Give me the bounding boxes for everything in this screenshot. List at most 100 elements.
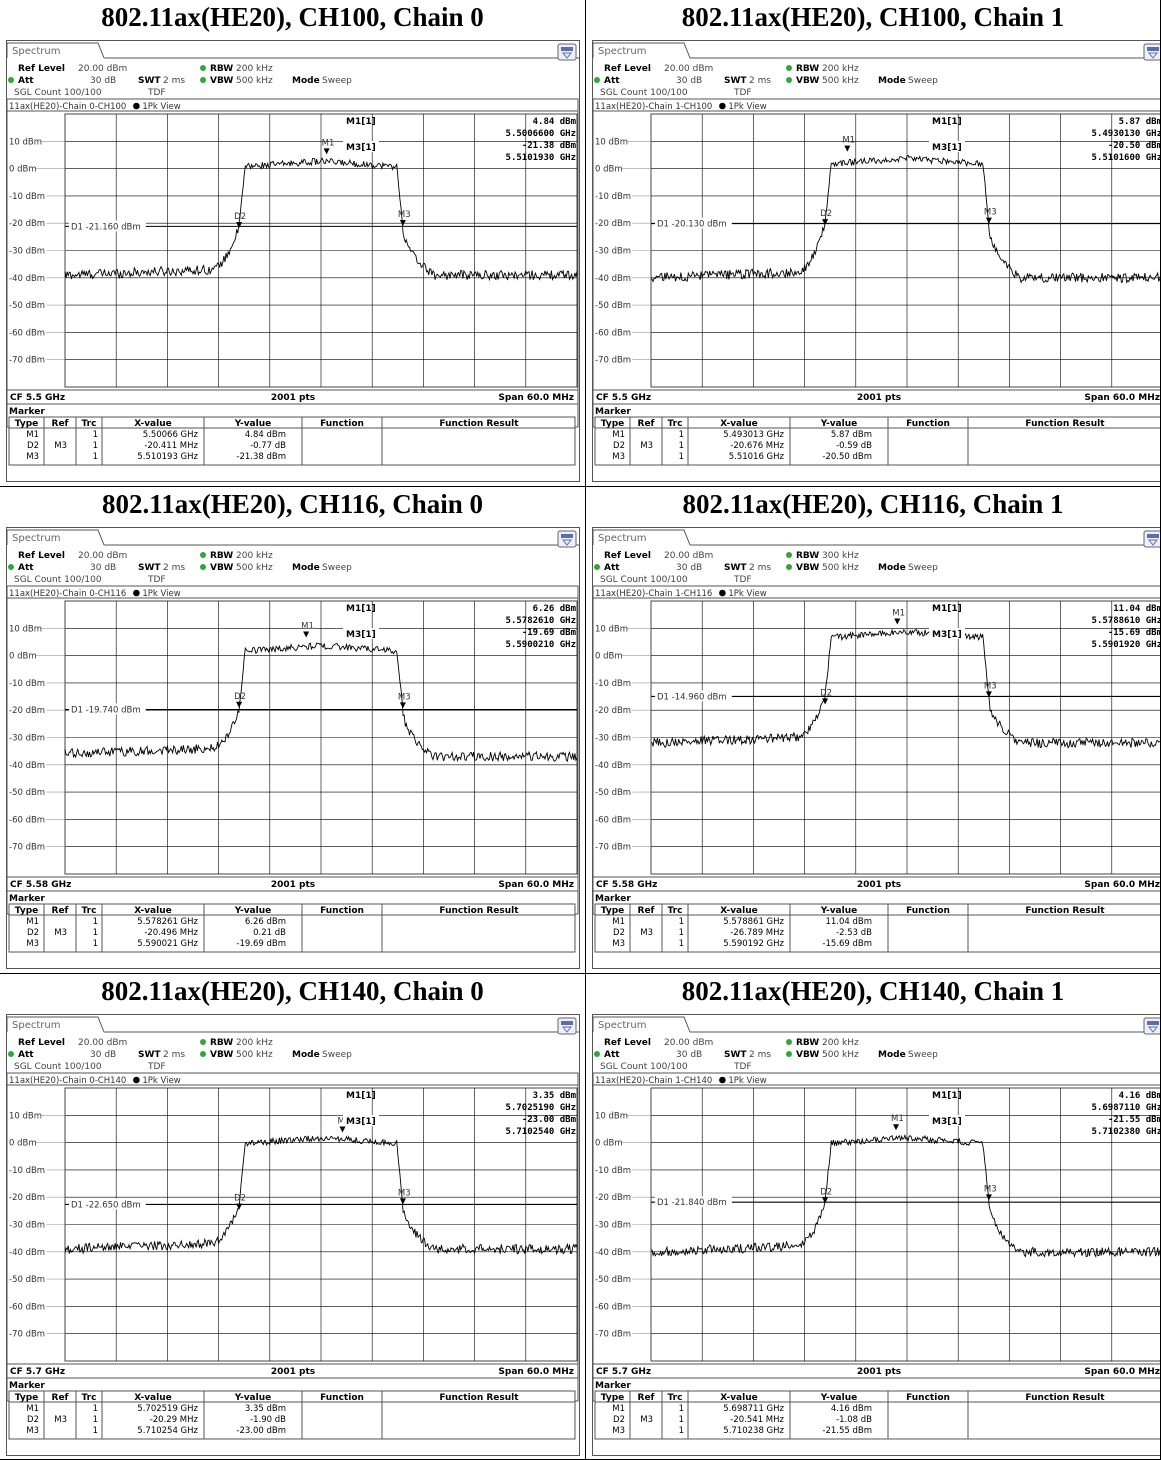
marker-table-row[interactable]: M1 1 5.698711 GHz 4.16 dBm [612,1404,872,1414]
panel-title: 802.11ax(HE20), CH116, Chain 1 [682,489,1064,519]
marker-label: M1 [322,138,335,148]
center-frequency: CF 5.7 GHz [596,1367,651,1377]
trace-plot[interactable]: D1 -19.740 dBm M1 M3 D2 [64,600,578,875]
trace-plot[interactable]: D1 -21.160 dBm M1 M3 D2 [64,113,578,388]
trace-plot[interactable]: D1 -21.840 dBm M1 M3 D2 [650,1087,1161,1362]
marker-table-header: Trc [668,419,683,429]
center-frequency: CF 5.5 GHz [10,393,65,403]
marker-x-value: -20.411 MHz [144,441,198,451]
y-tick-label: 10 dBm [9,624,42,634]
marker-m3-icon: M3 [984,208,997,224]
menu-icon[interactable] [557,530,577,548]
marker-y-value: -1.08 dB [836,1415,872,1425]
y-tick-label: 0 dBm [9,1139,37,1149]
y-tick-label: -10 dBm [595,1166,631,1176]
y-tick-label: -50 dBm [595,301,631,311]
marker-table-body [594,914,1160,953]
marker-table-row[interactable]: M1 1 5.578861 GHz 11.04 dBm [612,917,872,927]
marker-table-header: Function [320,1393,364,1403]
att-led-icon [594,564,600,570]
marker-table-row[interactable]: M1 1 5.702519 GHz 3.35 dBm [26,1404,286,1414]
d1-line-label: D1 -19.740 dBm [71,705,141,715]
pk-view-label: 1Pk View [142,1076,180,1086]
marker-x-value: 5.578261 GHz [137,917,198,927]
spectrum-analyzer: Spectrum Ref Level 20.00 dBm RBW 300 kHz Att 3… [592,527,1161,969]
spectrum-tab-label[interactable]: Spectrum [598,533,646,544]
m3-x-readout: 5.5101930 GHz [506,153,576,163]
marker-table-row[interactable]: D2 M3 1 -20.29 MHz -1.90 dB [27,1415,286,1425]
spectrum-trace [64,157,578,282]
marker-table-header: Y-value [234,419,271,429]
marker-table-row[interactable]: D2 M3 1 -20.541 MHz -1.08 dB [613,1415,872,1425]
marker-label: M3 [984,1184,997,1194]
marker-table-row[interactable]: M3 1 5.710254 GHz -23.00 dBm [26,1426,286,1436]
y-tick-label: -50 dBm [595,788,631,798]
marker-table-row[interactable]: D2 M3 1 -26.789 MHz -2.53 dB [613,928,872,938]
rbw-value: 300 kHz [822,551,859,561]
spectrum-tab-label[interactable]: Spectrum [598,1020,646,1031]
menu-icon[interactable] [1143,1017,1161,1035]
marker-table-row[interactable]: D2 M3 1 -20.676 MHz -0.59 dB [613,441,872,451]
m3-y-readout: -21.38 dBm [522,141,577,151]
marker-d2-icon: D2 [820,209,832,226]
y-tick-label: -30 dBm [9,734,45,744]
spectrum-tab-label[interactable]: Spectrum [12,533,60,544]
marker-table-body [594,427,1160,466]
vbw-label: VBW [210,563,233,573]
marker-trc: 1 [679,441,684,451]
marker-ref: M3 [640,1415,653,1425]
m3-readout-label: M3[1] [932,143,962,153]
marker-table-row[interactable]: M3 1 5.590192 GHz -15.69 dBm [612,939,872,949]
marker-x-value: 5.51016 GHz [729,452,785,462]
marker-section-title: Marker [9,407,45,417]
menu-icon[interactable] [1143,43,1161,61]
tdf-label: TDF [733,88,752,98]
marker-table-body [8,1401,576,1440]
marker-type: M1 [26,1404,39,1414]
spectrum-tab-label[interactable]: Spectrum [598,46,646,57]
m1-x-readout: 5.5006600 GHz [506,129,576,139]
spectrum-tab[interactable] [6,42,105,59]
sgl-count: SGL Count 100/100 [600,1062,688,1072]
marker-table-row[interactable]: D2 M3 1 -20.496 MHz 0.21 dB [27,928,286,938]
marker-table-row[interactable]: M1 1 5.493013 GHz 5.87 dBm [612,430,872,440]
marker-section-title: Marker [595,1381,631,1391]
ref-level-value: 20.00 dBm [664,1038,713,1048]
y-tick-label: -40 dBm [595,1248,631,1258]
m3-readout-label: M3[1] [346,143,376,153]
m1-readout-label: M1[1] [932,1091,962,1101]
menu-icon[interactable] [1143,530,1161,548]
spectrum-tab[interactable] [592,42,691,59]
trace-plot[interactable]: D1 -20.130 dBm M1 M3 D2 [650,113,1161,388]
rbw-label: RBW [796,64,819,74]
marker-table-row[interactable]: D2 M3 1 -20.411 MHz -0.77 dB [27,441,286,451]
spectrum-tab-label[interactable]: Spectrum [12,46,60,57]
marker-m1-icon: M1 [322,138,335,155]
marker-table-row[interactable]: M3 1 5.710238 GHz -21.55 dBm [612,1426,872,1436]
spectrum-tab[interactable] [592,1016,691,1033]
y-tick-label: -20 dBm [9,706,45,716]
panel-5: 802.11ax(HE20), CH140, Chain 1 Spectrum Re… [586,974,1161,1460]
spectrum-tab[interactable] [6,1016,105,1033]
menu-icon[interactable] [557,43,577,61]
marker-table-row[interactable]: M3 1 5.590021 GHz -19.69 dBm [26,939,286,949]
m1-y-readout: 4.16 dBm [1119,1091,1161,1101]
marker-x-value: -20.676 MHz [730,441,784,451]
marker-table-row[interactable]: M1 1 5.50066 GHz 4.84 dBm [26,430,286,440]
spectrum-tab-label[interactable]: Spectrum [12,1020,60,1031]
marker-table-row[interactable]: M1 1 5.578261 GHz 6.26 dBm [26,917,286,927]
marker-table-row[interactable]: M3 1 5.510193 GHz -21.38 dBm [26,452,286,462]
y-tick-label: 10 dBm [9,137,42,147]
vbw-value: 500 kHz [822,563,859,573]
rbw-label: RBW [210,1038,233,1048]
spectrum-tab[interactable] [592,529,691,546]
spectrum-tab[interactable] [6,529,105,546]
trace-label: 11ax(HE20)-Chain 0-CH140 [9,1076,126,1086]
pk-view-label: 1Pk View [728,589,766,599]
menu-icon[interactable] [557,1017,577,1035]
marker-table-row[interactable]: M3 1 5.51016 GHz -20.50 dBm [612,452,872,462]
mode-label: Mode [878,76,906,86]
marker-ref: M3 [640,441,653,451]
trace-plot[interactable]: D1 -14.960 dBm M1 M3 D2 [650,600,1161,875]
